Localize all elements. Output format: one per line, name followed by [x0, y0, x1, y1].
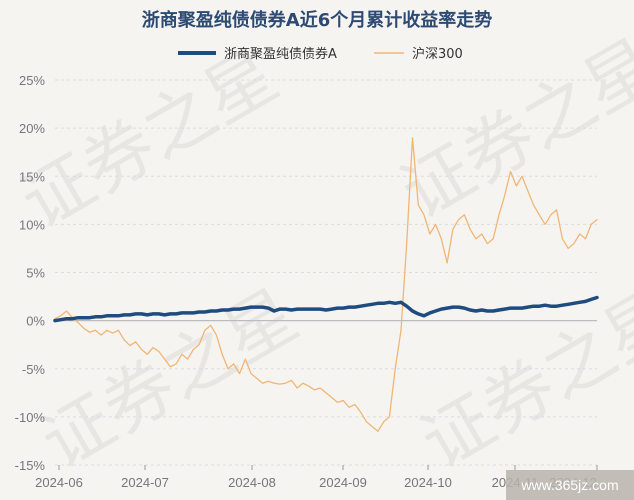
series-line-index	[54, 137, 598, 432]
y-tick-label: 25%	[19, 73, 45, 88]
x-tick-label: 2024-10	[404, 475, 452, 490]
y-axis-ticks: 25% 20% 15% 10% 5% 0% -5% -10% -15%	[15, 73, 46, 473]
x-tick-label: 2024-09	[319, 475, 367, 490]
series-layer	[53, 137, 599, 432]
site-badge-background	[506, 470, 634, 500]
site-badge: www.365jz.com	[506, 470, 634, 500]
y-tick-label: -5%	[22, 362, 46, 377]
x-tick-label: 2024-07	[121, 475, 169, 490]
chart-title: 浙商聚盈纯债债券A近6个月累计收益率走势	[142, 9, 492, 31]
site-badge-text: www.365jz.com	[520, 477, 618, 493]
legend-label-index: 沪深300	[412, 46, 463, 62]
y-tick-label: 15%	[19, 169, 45, 184]
legend: 浙商聚盈纯债债券A 沪深300	[178, 46, 463, 62]
y-tick-label: 0%	[26, 314, 45, 329]
y-tick-label: -15%	[15, 458, 46, 473]
y-tick-label: 20%	[19, 121, 45, 136]
y-tick-label: -10%	[15, 410, 46, 425]
grid-layer	[55, 79, 597, 466]
x-tick-label: 2024-08	[228, 475, 276, 490]
legend-label-fund: 浙商聚盈纯债债券A	[224, 46, 337, 62]
series-line-fund	[53, 295, 599, 323]
y-tick-label: 10%	[19, 217, 45, 232]
x-tick-label: 2024-06	[35, 475, 83, 490]
y-tick-label: 5%	[26, 266, 45, 281]
